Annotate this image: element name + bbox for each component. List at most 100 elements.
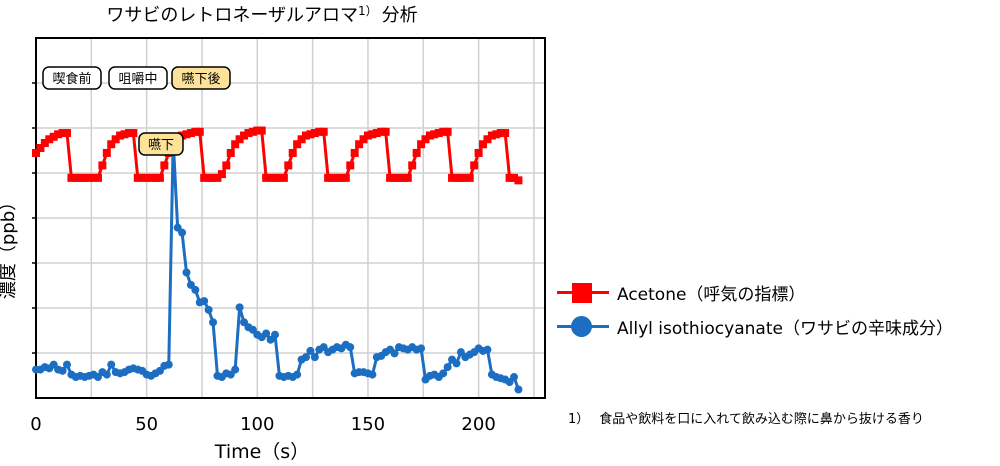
data-point-square <box>279 173 288 182</box>
data-point-circle <box>164 360 173 369</box>
data-point-square <box>439 127 448 136</box>
data-point-square <box>138 173 147 182</box>
data-point-square <box>217 170 226 179</box>
data-point-square <box>111 135 120 144</box>
footnote-number: 1） <box>568 412 590 427</box>
data-point-square <box>377 127 386 136</box>
data-point-square <box>85 173 94 182</box>
data-point-square <box>359 135 368 144</box>
data-point-square <box>275 173 284 182</box>
annotation-box <box>108 66 168 90</box>
data-point-square <box>222 161 231 170</box>
data-point-circle <box>417 344 426 353</box>
data-point-square <box>492 130 501 139</box>
data-point-circle <box>301 353 310 362</box>
data-point-square <box>430 130 439 139</box>
annotation-text: 咀嚼中 <box>118 72 157 87</box>
x-tick-label: 50 <box>135 414 158 435</box>
data-point-square <box>337 173 346 182</box>
data-point-circle <box>452 359 461 368</box>
data-point-square <box>310 129 319 138</box>
x-axis-label: Time（s） <box>214 441 309 463</box>
data-point-circle <box>443 363 452 372</box>
data-point-square <box>487 131 496 140</box>
data-point-square <box>425 131 434 140</box>
data-point-square <box>319 127 328 136</box>
x-tick-label: 100 <box>240 414 274 435</box>
data-point-square <box>271 173 280 182</box>
data-point-square <box>496 129 505 138</box>
data-point-circle <box>107 360 116 369</box>
data-point-square <box>332 173 341 182</box>
data-point-square <box>89 173 98 182</box>
chart-title: ワサビのレトロネーザルアロマ1） 分析 <box>106 4 417 26</box>
data-point-circle <box>390 349 399 358</box>
data-point-square <box>386 173 395 182</box>
data-point-circle <box>346 343 355 352</box>
data-point-square <box>483 135 492 144</box>
series-layer <box>32 126 523 394</box>
data-point-square <box>71 173 80 182</box>
data-point-square <box>412 148 421 157</box>
data-point-square <box>235 135 244 144</box>
data-point-square <box>363 131 372 140</box>
data-point-square <box>98 161 107 170</box>
data-point-square <box>350 148 359 157</box>
data-point-square <box>151 173 160 182</box>
x-axis-ticks: 0 50 100 150 200 <box>30 414 496 435</box>
data-point-square <box>248 127 257 136</box>
plot-frame <box>35 37 546 399</box>
data-point-square <box>408 161 417 170</box>
data-point-square <box>62 129 71 138</box>
data-point-circle <box>514 385 523 394</box>
data-point-square <box>142 173 151 182</box>
data-point-square <box>58 129 67 138</box>
data-point-square <box>301 131 310 140</box>
data-point-square <box>372 129 381 138</box>
data-point-square <box>465 173 474 182</box>
data-point-circle <box>293 370 302 379</box>
data-point-square <box>45 135 54 144</box>
data-point-square <box>461 173 470 182</box>
data-point-circle <box>182 268 191 277</box>
data-point-square <box>474 148 483 157</box>
data-point-square <box>49 132 58 141</box>
legend-label-allyl: Allyl isothiocyanate（ワサビの辛味成分） <box>617 319 953 339</box>
data-point-square <box>341 173 350 182</box>
data-point-square <box>76 173 85 182</box>
data-point-square <box>434 129 443 138</box>
data-point-square <box>403 173 412 182</box>
data-point-circle <box>483 345 492 354</box>
data-point-square <box>288 148 297 157</box>
legend-label-acetone: Acetone（呼気の指標） <box>617 285 806 305</box>
data-point-circle <box>178 228 187 237</box>
data-point-square <box>501 129 510 138</box>
legend-item-acetone: Acetone（呼気の指標） <box>557 277 997 307</box>
data-point-circle <box>368 370 377 379</box>
data-point-square <box>421 135 430 144</box>
annotation-text: 嚥下 <box>148 138 174 153</box>
data-point-square <box>54 130 63 139</box>
y-axis-label: 濃度（ppb） <box>0 193 19 299</box>
data-point-circle <box>102 370 111 379</box>
footnote-text: 食品や飲料を口に入れて飲み込む際に鼻から抜ける香り <box>599 412 924 427</box>
data-point-square <box>186 129 195 138</box>
data-point-square <box>452 173 461 182</box>
data-point-square <box>293 140 302 149</box>
data-point-circle <box>306 346 315 355</box>
data-point-square <box>448 173 457 182</box>
footnote: 1） 食品や飲料を口に入れて飲み込む際に鼻から抜ける香り <box>568 408 934 427</box>
data-point-square <box>510 173 519 182</box>
data-point-square <box>284 161 293 170</box>
data-point-square <box>226 148 235 157</box>
data-point-square <box>147 173 156 182</box>
data-point-square <box>368 130 377 139</box>
data-point-square <box>107 140 116 149</box>
x-tick-label: 150 <box>351 414 385 435</box>
data-point-square <box>244 129 253 138</box>
data-point-circle <box>439 369 448 378</box>
data-point-circle <box>204 305 213 314</box>
data-point-circle <box>231 365 240 374</box>
annotation-label: 嚥下 <box>138 132 184 156</box>
